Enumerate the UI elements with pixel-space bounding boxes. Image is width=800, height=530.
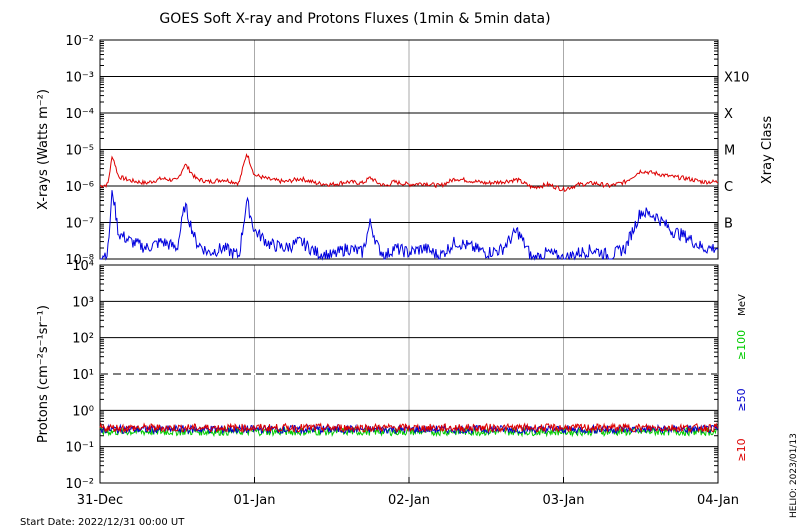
y-tick-label: 10⁻⁷ — [65, 217, 94, 232]
y-tick-label: 10⁻⁵ — [65, 144, 94, 159]
credit-label: HELIO: 2023/01/13 — [789, 433, 799, 518]
y-axis-label: X-rays (Watts m⁻²) — [36, 89, 51, 210]
proton-unit-label: MeV — [737, 294, 748, 316]
proton-series-p10 — [99, 422, 719, 434]
x-tick-label: 04-Jan — [697, 493, 739, 508]
y-tick-label: 10³ — [72, 295, 94, 310]
y-tick-label: 10² — [72, 332, 94, 347]
xray-short-series — [100, 190, 719, 261]
y-axis-label: Protons (cm⁻²s⁻¹sr⁻¹) — [36, 305, 51, 443]
proton-panel: 10⁴ 10³ 10² 10¹ 10⁰ 10⁻¹ 10⁻² Protons (cm⁻²s⁻¹s… — [36, 259, 748, 492]
y-tick-label: 10⁰ — [72, 404, 94, 419]
y-tick-label: 10⁻⁸ — [65, 253, 94, 268]
proton-legend-p100: ≥100 — [735, 330, 748, 360]
y-tick-label: 10¹ — [72, 368, 94, 383]
y-tick-label: 10⁻⁴ — [65, 107, 94, 122]
x-axis: 31-Dec 01-Jan 02-Jan 03-Jan 04-Jan — [77, 477, 739, 508]
chart-title: GOES Soft X-ray and Protons Fluxes (1min… — [159, 11, 550, 27]
y-tick-label: 10⁴ — [72, 259, 94, 274]
x-tick-label: 03-Jan — [543, 493, 585, 508]
x-tick-label: 31-Dec — [77, 493, 123, 508]
xray-class-label: M — [724, 144, 735, 159]
y-tick-label: 10⁻² — [65, 34, 94, 49]
proton-series-p100 — [99, 425, 719, 438]
x-tick-label: 02-Jan — [388, 493, 430, 508]
y-tick-label: 10⁻² — [65, 477, 94, 492]
x-tick-label: 01-Jan — [234, 493, 276, 508]
y-tick-label: 10⁻⁶ — [65, 180, 94, 195]
xray-long-series — [99, 152, 719, 192]
xray-class-label: X — [724, 107, 733, 122]
xray-class-label: B — [724, 217, 733, 232]
xray-class-label: C — [724, 180, 733, 195]
proton-legend-p50: ≥50 — [735, 388, 748, 411]
y-tick-label: 10⁻¹ — [65, 441, 94, 456]
panel-frame — [99, 39, 719, 260]
start-date-label: Start Date: 2022/12/31 00:00 UT — [20, 517, 185, 528]
xray-panel: 10⁻² 10⁻³ 10⁻⁴ 10⁻⁵ 10⁻⁶ 10⁻⁷ 10⁻⁸ X-rays (Watt… — [36, 34, 775, 268]
xray-class-axis-label: Xray Class — [760, 116, 775, 184]
xray-class-label: X10 — [724, 71, 749, 86]
y-tick-label: 10⁻³ — [65, 71, 94, 86]
proton-legend-p10: ≥10 — [735, 438, 748, 461]
